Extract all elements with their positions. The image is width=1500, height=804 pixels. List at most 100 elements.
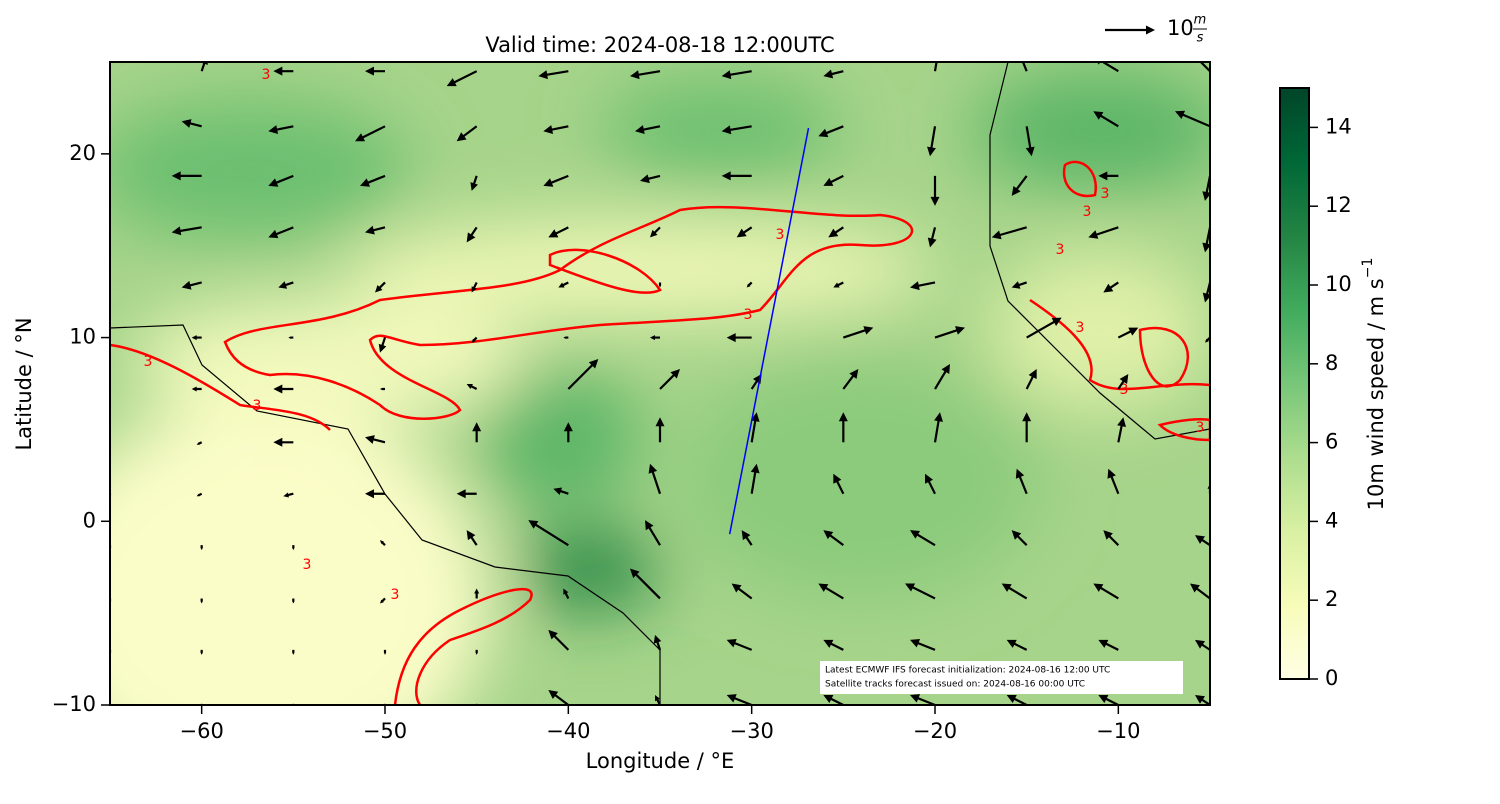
wind-arrow bbox=[1093, 583, 1119, 600]
wind-arrow bbox=[933, 412, 943, 443]
wind-arrow bbox=[1093, 111, 1119, 128]
wind-arrow bbox=[466, 530, 478, 546]
wind-arrow bbox=[726, 333, 752, 343]
y-tick-label: 20 bbox=[69, 141, 96, 165]
wind-arrow bbox=[200, 545, 203, 551]
annotation-line: Latest ECMWF IFS forecast initialization… bbox=[825, 666, 1110, 676]
annotation-box: Latest ECMWF IFS forecast initialization… bbox=[820, 661, 1183, 694]
wind-arrow bbox=[196, 441, 203, 445]
wind-arrow bbox=[721, 171, 752, 181]
wind-arrow bbox=[200, 649, 203, 655]
wind-arrow bbox=[1011, 530, 1028, 546]
wind-arrow bbox=[268, 174, 294, 187]
wind-arrow bbox=[273, 66, 294, 76]
wind-arrow bbox=[653, 634, 662, 651]
wind-arrow bbox=[273, 437, 294, 447]
wind-arrow bbox=[553, 487, 569, 495]
wind-arrow bbox=[543, 125, 569, 134]
annotation-line: Satellite tracks forecast issued on: 202… bbox=[825, 680, 1085, 690]
wind-arrow bbox=[1107, 468, 1120, 495]
wind-arrow bbox=[191, 386, 202, 392]
wind-arrow bbox=[927, 126, 937, 157]
colorbar-label-text: 10m wind speed / m s bbox=[1364, 278, 1388, 510]
wind-arrow bbox=[823, 174, 844, 186]
y-tick-label: 10 bbox=[69, 325, 96, 349]
quiver-key-unit-numerator: m bbox=[1194, 13, 1207, 28]
wind-arrow bbox=[838, 412, 848, 443]
wind-arrow bbox=[630, 70, 661, 80]
wind-arrow bbox=[925, 473, 936, 495]
wind-arrow bbox=[1202, 282, 1210, 303]
wind-arrow bbox=[375, 281, 386, 293]
wind-arrow bbox=[1097, 62, 1119, 73]
wind-arrow bbox=[470, 175, 478, 191]
colorbar-tick-label: 8 bbox=[1325, 351, 1338, 375]
wind-arrow bbox=[648, 463, 662, 495]
wind-arrow bbox=[991, 226, 1027, 240]
wind-arrow bbox=[927, 227, 937, 248]
wind-arrow bbox=[292, 598, 295, 604]
wind-arrow bbox=[1098, 695, 1119, 705]
wind-arrow bbox=[181, 119, 202, 128]
wind-arrow bbox=[110, 227, 111, 229]
colorbar-tick-label: 2 bbox=[1325, 587, 1338, 611]
wind-arrow bbox=[268, 125, 294, 134]
wind-arrow bbox=[1021, 62, 1028, 72]
y-tick-label: −10 bbox=[52, 692, 96, 716]
contour-label: 3 bbox=[744, 307, 753, 323]
contour-label: 3 bbox=[303, 557, 312, 573]
wind-arrow bbox=[934, 326, 965, 339]
wind-arrow bbox=[1025, 126, 1035, 157]
wind-arrow bbox=[823, 695, 844, 705]
wind-arrow bbox=[1202, 175, 1210, 201]
wind-arrow bbox=[456, 125, 478, 142]
colorbar-tick-label: 14 bbox=[1325, 114, 1352, 138]
wind-arrow bbox=[563, 588, 570, 599]
wind-arrow bbox=[474, 588, 480, 599]
wind-arrow bbox=[1202, 227, 1210, 253]
wind-arrow bbox=[1195, 695, 1210, 705]
wind-arrow bbox=[750, 463, 760, 494]
track-line bbox=[728, 127, 810, 535]
wind-arrow bbox=[1103, 530, 1120, 546]
wind-arrow bbox=[905, 583, 936, 600]
wind-arrow bbox=[650, 335, 660, 341]
contour-label: 3 bbox=[1120, 382, 1129, 398]
wind-arrow bbox=[635, 125, 661, 134]
contour-label: 3 bbox=[1101, 186, 1110, 202]
quiver-key-arrow bbox=[1105, 25, 1155, 35]
chart-title: Valid time: 2024-08-18 12:00UTC bbox=[485, 33, 834, 57]
wind-arrow bbox=[456, 489, 477, 499]
wind-arrow bbox=[472, 422, 482, 443]
wind-arrow bbox=[1006, 695, 1028, 705]
x-tick-label: −50 bbox=[363, 719, 407, 743]
wind-arrow bbox=[655, 417, 665, 443]
colorbar-tick-label: 10 bbox=[1325, 272, 1352, 296]
wind-arrow bbox=[471, 336, 478, 343]
wind-arrow bbox=[818, 583, 844, 600]
wind-arrow bbox=[548, 629, 570, 651]
wind-arrow bbox=[910, 281, 936, 291]
wind-arrow bbox=[833, 281, 844, 288]
colorbar-tick-label: 12 bbox=[1325, 193, 1352, 217]
wind-arrow bbox=[355, 125, 386, 142]
quiver-key: 10 m s bbox=[1105, 13, 1207, 46]
wind-arrow bbox=[383, 649, 387, 655]
coastline bbox=[989, 62, 1210, 440]
wind-arrow bbox=[110, 70, 111, 72]
x-tick-label: −30 bbox=[730, 719, 774, 743]
wind-arrow bbox=[292, 545, 295, 551]
colorbar: 10m wind speed / m s−1 bbox=[1279, 87, 1388, 680]
wind-arrow bbox=[278, 281, 294, 289]
quiver-key-unit-denominator: s bbox=[1197, 31, 1204, 46]
wind-arrow bbox=[818, 125, 844, 138]
quiver-key-value: 10 bbox=[1167, 16, 1194, 40]
wind-arrow bbox=[1175, 110, 1210, 128]
wind-arrow bbox=[1199, 62, 1210, 72]
colorbar-tick-label: 0 bbox=[1325, 666, 1338, 690]
wind-arrow bbox=[1006, 639, 1028, 651]
contour-label: 3 bbox=[262, 67, 271, 83]
